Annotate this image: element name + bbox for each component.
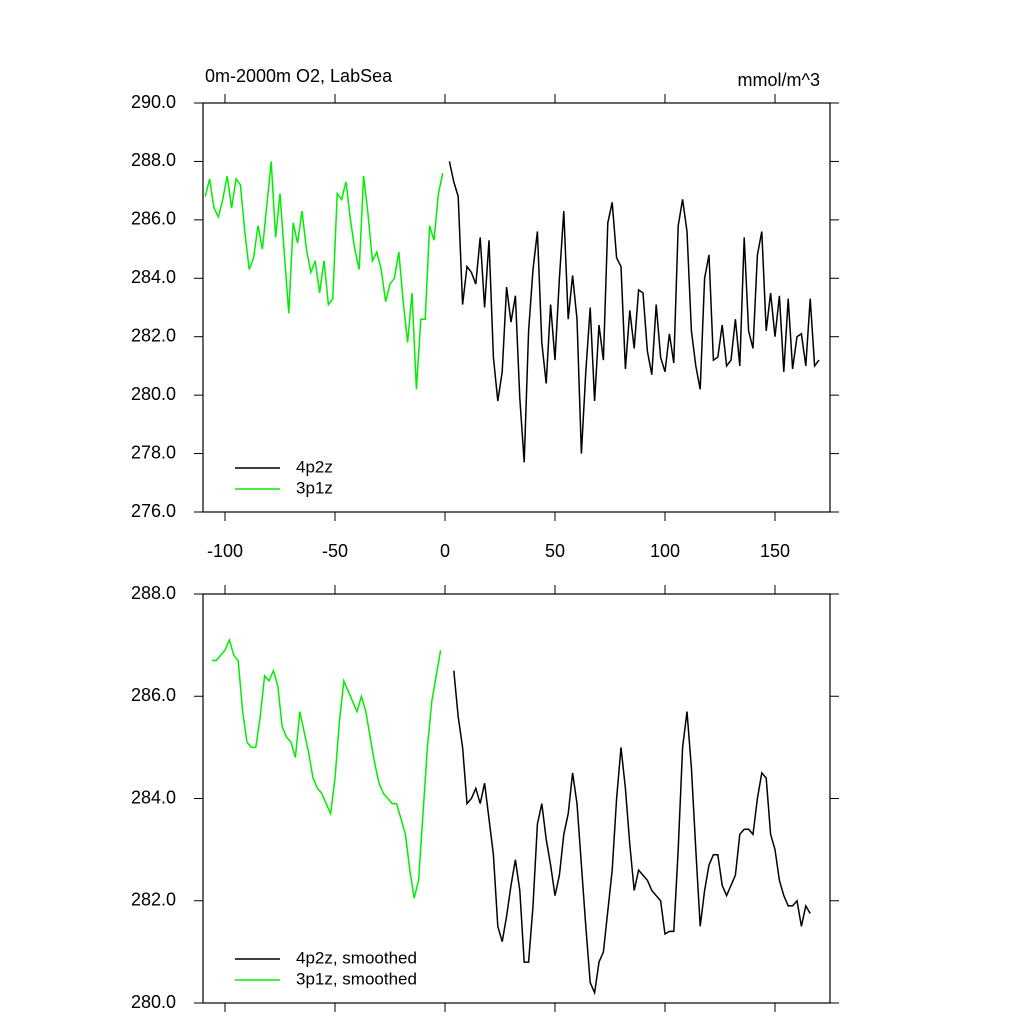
series-line [211, 637, 442, 899]
y-tick-label: 282.0 [131, 325, 176, 345]
series-line [448, 161, 820, 463]
y-tick-label: 286.0 [131, 685, 176, 705]
legend-label: 3p1z [296, 478, 333, 497]
y-tick-label: 290.0 [131, 92, 176, 112]
plot-frame [202, 593, 831, 1004]
legend-label: 4p2z, smoothed [296, 948, 417, 967]
y-tick-label: 284.0 [131, 787, 176, 807]
y-tick-label: 280.0 [131, 384, 176, 404]
y-tick-label: 286.0 [131, 209, 176, 229]
y-tick-label: 284.0 [131, 267, 176, 287]
series-line [204, 161, 444, 390]
legend-label: 3p1z, smoothed [296, 969, 417, 988]
x-tick-label: -50 [322, 541, 348, 561]
y-tick-label: 282.0 [131, 890, 176, 910]
y-tick-label: 288.0 [131, 583, 176, 603]
x-tick-label: -100 [207, 541, 243, 561]
series-line [453, 670, 811, 996]
x-tick-label: 100 [650, 541, 680, 561]
chart-title: 0m-2000m O2, LabSea [205, 66, 393, 86]
x-tick-label: 0 [440, 541, 450, 561]
units-label: mmol/m^3 [738, 70, 820, 90]
y-tick-label: 280.0 [131, 992, 176, 1012]
plot-frame [202, 102, 831, 513]
y-tick-label: 278.0 [131, 442, 176, 462]
legend-label: 4p2z [296, 457, 333, 476]
x-tick-label: 50 [545, 541, 565, 561]
y-tick-label: 276.0 [131, 501, 176, 521]
x-tick-label: 150 [760, 541, 790, 561]
y-tick-label: 288.0 [131, 150, 176, 170]
